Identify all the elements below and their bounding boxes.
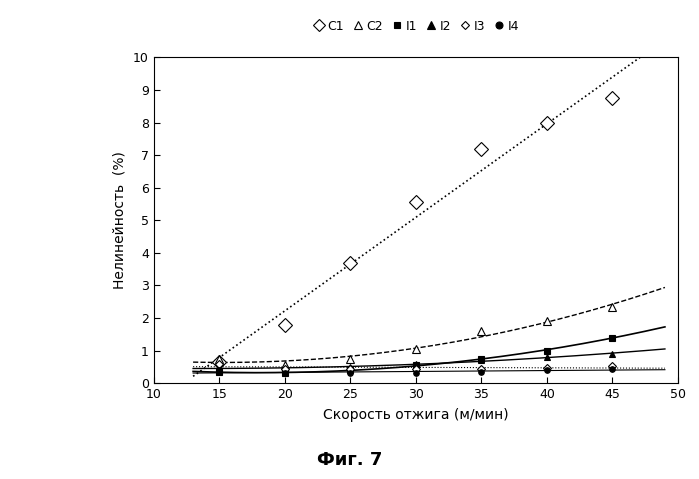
Text: Фиг. 7: Фиг. 7 [317,451,382,469]
Legend: C1, C2, I1, I2, I3, I4: C1, C2, I1, I2, I3, I4 [308,15,524,38]
X-axis label: Скорость отжига (м/мин): Скорость отжига (м/мин) [323,408,509,422]
Y-axis label: Нелинейность  (%): Нелинейность (%) [112,151,126,289]
